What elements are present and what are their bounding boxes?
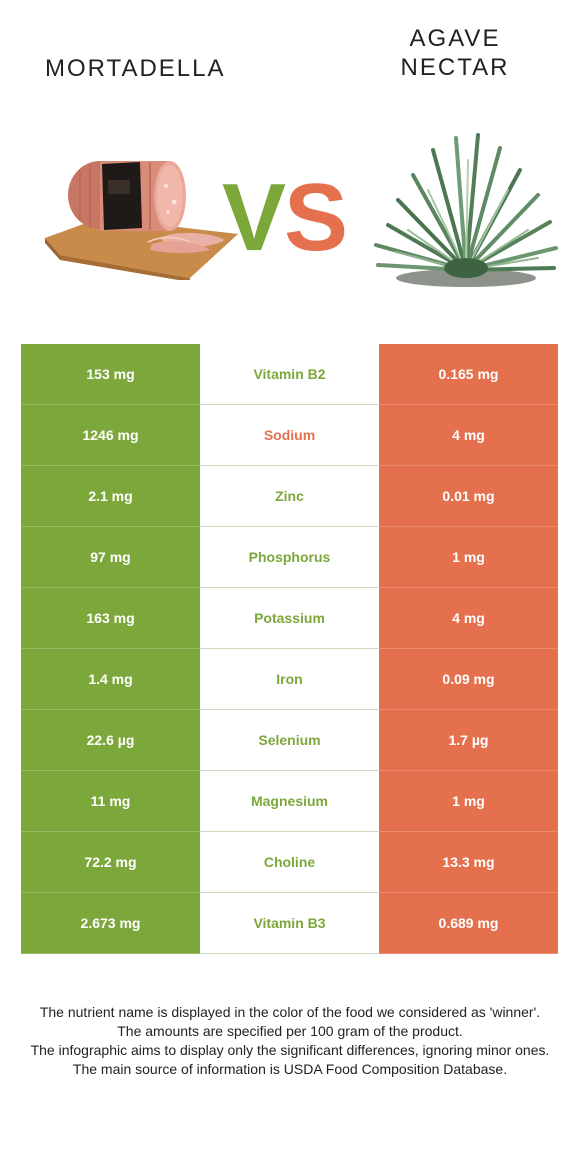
footer-notes: The nutrient name is displayed in the co… [20, 1003, 560, 1079]
nutrient-name-cell: Phosphorus [200, 527, 379, 587]
table-row: 2.1 mg Zinc 0.01 mg [21, 466, 558, 527]
table-row: 1.4 mg Iron 0.09 mg [21, 649, 558, 710]
table-row: 11 mg Magnesium 1 mg [21, 771, 558, 832]
agave-image [374, 133, 558, 287]
right-value-cell: 0.09 mg [379, 649, 558, 710]
right-value-cell: 1 mg [379, 527, 558, 588]
table-row: 153 mg Vitamin B2 0.165 mg [21, 344, 558, 405]
nutrient-name-cell: Potassium [200, 588, 379, 648]
right-value-cell: 0.01 mg [379, 466, 558, 527]
table-row: 72.2 mg Choline 13.3 mg [21, 832, 558, 893]
nutrient-comparison-table: 153 mg Vitamin B2 0.165 mg 1246 mg Sodium 4 m… [21, 344, 558, 954]
vs-letter-v: V [222, 164, 286, 271]
left-value-cell: 97 mg [21, 527, 200, 588]
nutrient-name-cell: Iron [200, 649, 379, 709]
table-row: 22.6 µg Selenium 1.7 µg [21, 710, 558, 771]
right-value-cell: 4 mg [379, 588, 558, 649]
right-value-cell: 13.3 mg [379, 832, 558, 893]
left-value-cell: 2.1 mg [21, 466, 200, 527]
table-row: 1246 mg Sodium 4 mg [21, 405, 558, 466]
nutrient-name-cell: Vitamin B2 [200, 344, 379, 404]
footer-line-4: The main source of information is USDA F… [72, 1061, 508, 1077]
right-value-cell: 1.7 µg [379, 710, 558, 771]
table-row: 2.673 mg Vitamin B3 0.689 mg [21, 893, 558, 954]
footer-line-3: The infographic aims to display only the… [30, 1042, 550, 1058]
food-title-left: MORTADELLA [45, 55, 226, 82]
food-title-right-line2: NECTAR [400, 54, 510, 81]
food-title-right-line1: AGAVE [409, 25, 501, 52]
mortadella-image [45, 161, 238, 280]
nutrient-name-cell: Sodium [200, 405, 379, 465]
nutrient-name-cell: Vitamin B3 [200, 893, 379, 953]
left-value-cell: 72.2 mg [21, 832, 200, 893]
right-value-cell: 0.689 mg [379, 893, 558, 954]
left-value-cell: 22.6 µg [21, 710, 200, 771]
nutrient-name-cell: Choline [200, 832, 379, 892]
left-value-cell: 163 mg [21, 588, 200, 649]
nutrient-name-cell: Zinc [200, 466, 379, 526]
right-value-cell: 4 mg [379, 405, 558, 466]
nutrient-name-cell: Selenium [200, 710, 379, 770]
vs-letter-s: S [284, 164, 348, 271]
left-value-cell: 153 mg [21, 344, 200, 405]
table-row: 97 mg Phosphorus 1 mg [21, 527, 558, 588]
footer-line-1: The nutrient name is displayed in the co… [39, 1004, 541, 1020]
left-value-cell: 2.673 mg [21, 893, 200, 954]
nutrient-name-cell: Magnesium [200, 771, 379, 831]
vs-label: VS [222, 170, 348, 266]
left-value-cell: 1.4 mg [21, 649, 200, 710]
footer-line-2: The amounts are specified per 100 gram o… [117, 1023, 463, 1039]
left-value-cell: 1246 mg [21, 405, 200, 466]
left-value-cell: 11 mg [21, 771, 200, 832]
table-row: 163 mg Potassium 4 mg [21, 588, 558, 649]
right-value-cell: 0.165 mg [379, 344, 558, 405]
right-value-cell: 1 mg [379, 771, 558, 832]
